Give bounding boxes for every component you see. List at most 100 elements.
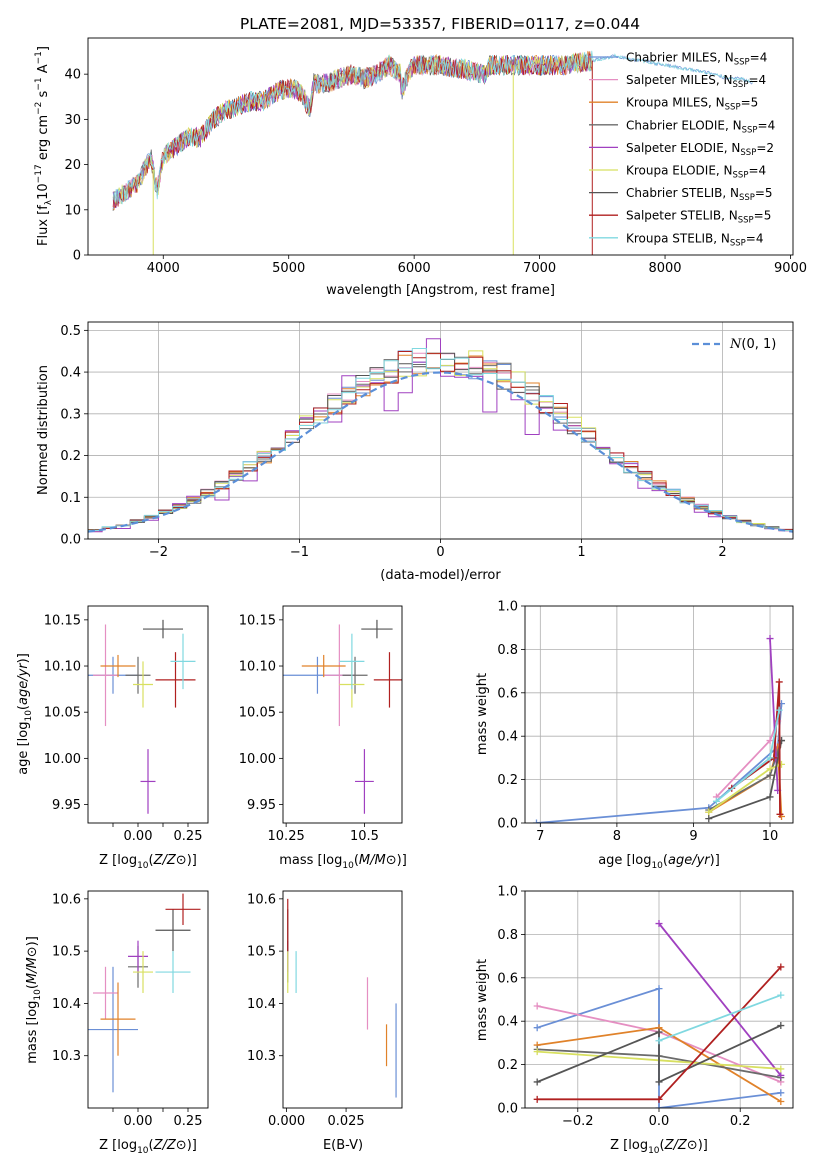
legend: Chabrier MILES, NSSP=4 Salpeter MILES, NS…	[589, 51, 775, 248]
legend-entry: Kroupa STELIB, NSSP=4	[626, 231, 764, 248]
x-tick-label: 0.00	[124, 829, 153, 844]
y-tick-label: 0.4	[497, 1015, 518, 1030]
y-tick-label: 40	[64, 68, 81, 83]
x-tick-label: 6000	[398, 261, 431, 276]
plot-area	[283, 619, 402, 814]
y-tick-label: 10.5	[247, 945, 276, 960]
y-tick-label: 10.4	[247, 997, 276, 1012]
spectrum-line-series-8	[112, 50, 753, 205]
weight-marker-series-2	[777, 1097, 785, 1105]
x-axis-label: wavelength [Angstrom, rest frame]	[326, 283, 555, 298]
y-tick-label: 0.3	[60, 407, 81, 422]
y-tick-label: 30	[64, 113, 81, 128]
y-tick-label: 10.10	[239, 660, 276, 675]
y-tick-label: 10	[64, 203, 81, 218]
weight-line-series-8	[658, 994, 782, 1042]
weight-marker-series-7	[533, 1095, 541, 1103]
plot-area	[88, 322, 793, 539]
weight-marker-series-0	[777, 1089, 785, 1097]
y-tick-label: 1.0	[497, 885, 518, 900]
weight-marker-series-7	[776, 810, 784, 818]
x-tick-label: 0	[436, 545, 444, 560]
plot-area	[525, 891, 793, 1108]
y-tick-label: 10.05	[239, 706, 276, 721]
legend-entry: Salpeter MILES, NSSP=4	[626, 73, 766, 90]
legend-entry: Chabrier MILES, NSSP=4	[626, 51, 767, 68]
spectrum-chart: 4000 5000 6000 7000 8000 9000 0 10 20 30 40 wavelen…	[34, 37, 807, 298]
x-tick-label: 9	[689, 829, 697, 844]
y-tick-label: 10.5	[52, 945, 81, 960]
weight-marker-series-1	[766, 737, 774, 745]
x-axis-label: (data-model)/error	[380, 568, 501, 583]
weight-marker-series-7	[775, 678, 783, 686]
mass-vs-metallicity-chart: 0.00 0.25 10.3 10.4 10.5 10.6 Z [log10(Z/Z⊙)] m…	[25, 890, 209, 1156]
y-axis-label: Flux [fλ10−17 erg cm−2 s−1 A−1]	[34, 46, 54, 246]
y-tick-label: 10.00	[44, 752, 81, 767]
x-axis-label: Z [log10(Z/Z⊙)]	[99, 853, 197, 871]
axes-frame	[524, 890, 794, 1109]
y-tick-label: 0.8	[497, 643, 518, 658]
y-tick-label: 0.0	[497, 1102, 518, 1117]
x-tick-label: 7000	[523, 261, 556, 276]
y-tick-label: 0.2	[497, 1058, 518, 1073]
x-axis-label: Z [log10(Z/Z⊙)]	[99, 1138, 197, 1156]
y-tick-label: 10.00	[239, 752, 276, 767]
y-axis-label: mass weight	[475, 959, 490, 1041]
mass-weight-vs-metallicity-chart: −0.2 0.0 0.2 0.0 0.2 0.4 0.6 0.8 1.0 Z [log10(Z/Z…	[475, 885, 794, 1156]
x-tick-label: 8000	[648, 261, 681, 276]
x-tick-label: 4000	[147, 261, 180, 276]
x-tick-label: −1	[290, 545, 309, 560]
x-tick-label: 9000	[774, 261, 807, 276]
y-tick-label: 0.6	[497, 971, 518, 986]
weight-marker-series-4	[655, 920, 663, 928]
weight-line-series-4	[658, 922, 782, 1077]
x-tick-label: 10.5	[350, 829, 379, 844]
weight-marker-series-0	[533, 1024, 541, 1032]
weight-marker-series-6	[705, 815, 713, 823]
x-axis-label: age [log10(age/yr)]	[598, 853, 720, 871]
weight-marker-series-6	[777, 1022, 785, 1030]
y-tick-label: 0.5	[60, 324, 81, 339]
weight-marker-series-8	[766, 754, 774, 762]
x-tick-label: 2	[718, 545, 726, 560]
y-axis-label: mass [log10(M/M⊙)]	[25, 936, 43, 1064]
y-axis-label: Normed distribution	[36, 365, 51, 495]
y-tick-label: 9.95	[52, 798, 81, 813]
plot-area	[112, 50, 753, 255]
x-tick-label: 0.025	[327, 1114, 364, 1129]
y-tick-label: 0.6	[497, 686, 518, 701]
weight-marker-series-5	[766, 765, 774, 773]
y-tick-label: 10.6	[52, 892, 81, 907]
y-tick-label: 1.0	[497, 600, 518, 615]
x-tick-label: 0.000	[268, 1114, 305, 1129]
y-tick-label: 0.1	[60, 491, 81, 506]
weight-marker-series-7	[777, 963, 785, 971]
x-tick-label: 5000	[272, 261, 305, 276]
weight-marker-series-7	[655, 1095, 663, 1103]
weight-marker-series-6	[655, 1078, 663, 1086]
weight-marker-series-3	[766, 771, 774, 779]
axes-frame	[87, 321, 794, 540]
y-tick-label: 0.4	[497, 730, 518, 745]
x-axis-label: mass [log10(M/M⊙)]	[279, 853, 407, 871]
plot-area	[525, 606, 793, 823]
y-tick-label: 0.0	[497, 817, 518, 832]
mass-weight-vs-age-chart: 7 8 9 10 0.0 0.2 0.4 0.6 0.8 1.0 age [log10(age/yr…	[475, 600, 794, 871]
x-tick-label: −0.2	[562, 1114, 594, 1129]
weight-marker-series-5	[533, 1048, 541, 1056]
y-tick-label: 0.8	[497, 928, 518, 943]
weight-marker-series-5	[777, 1065, 785, 1073]
weight-marker-series-6	[533, 1078, 541, 1086]
legend-entry: Kroupa ELODIE, NSSP=4	[626, 164, 766, 181]
x-axis-label: E(B-V)	[323, 1138, 363, 1153]
legend-entry: N(0, 1)	[729, 337, 776, 352]
plot-area	[88, 619, 196, 814]
axes-frame	[87, 605, 209, 824]
weight-marker-series-0	[532, 819, 540, 823]
axes-frame	[282, 605, 403, 824]
y-tick-label: 10.10	[44, 660, 81, 675]
weight-line-series-6	[536, 1024, 782, 1084]
legend-entry: Chabrier STELIB, NSSP=5	[626, 186, 773, 203]
x-tick-label: 0.0	[649, 1114, 670, 1129]
